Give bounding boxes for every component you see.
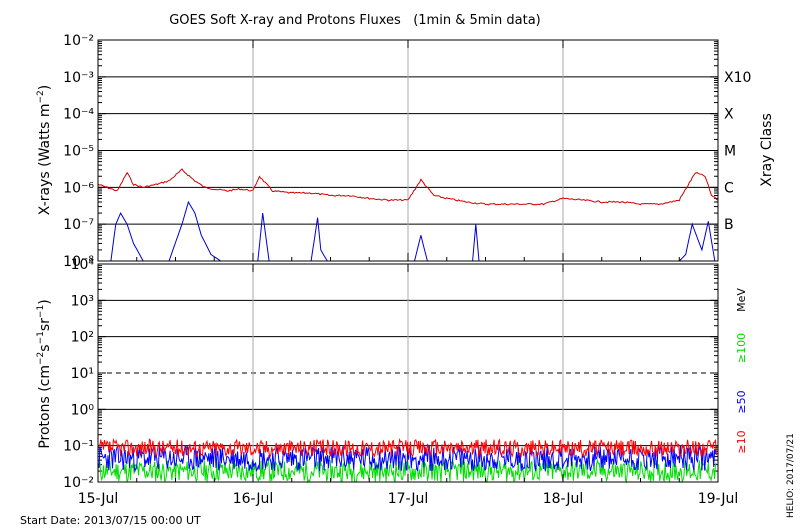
xray-y-tick-label: 10⁻²	[63, 33, 94, 49]
proton-y-tick-label: 10¹	[71, 366, 94, 382]
proton-y-tick-label: 10³	[71, 293, 94, 309]
xray-day-lines	[252, 40, 564, 261]
xray-y-tick-labels: 10⁻⁸ 10⁻⁷ 10⁻⁶ 10⁻⁵ 10⁻⁴ 10⁻³ 10⁻²	[63, 33, 94, 270]
legend-50mev: ≥50	[735, 390, 748, 413]
xray-long-series	[97, 168, 719, 206]
xray-panel: 10⁻⁸ 10⁻⁷ 10⁻⁶ 10⁻⁵ 10⁻⁴ 10⁻³ 10⁻² X10 X M C B X-r…	[36, 33, 775, 270]
proton-y-tick-label: 10²	[71, 330, 94, 346]
xray-class-labels: X10 X M C B	[724, 70, 751, 233]
x-tick-label: 17-Jul	[388, 491, 429, 507]
x-tick-labels: 15-Jul 16-Jul 17-Jul 18-Jul 19-Jul	[78, 40, 739, 507]
legend-unit: MeV	[735, 288, 748, 312]
xray-class-axis-label: Xray Class	[759, 113, 775, 187]
proton-100mev-series	[98, 458, 717, 484]
xray-class-label: X10	[724, 70, 751, 86]
xray-class-label: C	[724, 180, 734, 196]
proton-y-tick-label: 10⁴	[71, 257, 95, 273]
x-tick-label: 19-Jul	[698, 491, 739, 507]
xray-y-tick-label: 10⁻⁴	[63, 107, 94, 123]
xray-y-tick-label: 10⁻⁶	[63, 180, 94, 196]
xray-axis-label: X-rays (Watts m−2)	[36, 85, 53, 215]
x-tick-label: 15-Jul	[78, 491, 119, 507]
xray-class-label: B	[724, 217, 734, 233]
proton-y-tick-label: 10⁻¹	[63, 439, 94, 455]
proton-energy-legend: MeV ≥100 ≥50 ≥10	[735, 288, 748, 454]
xray-short-series	[98, 200, 716, 262]
proton-axis-label: Protons (cm−2s−1sr−1)	[36, 299, 53, 448]
xray-y-tick-label: 10⁻⁸	[63, 254, 94, 270]
x-tick-label: 16-Jul	[233, 491, 274, 507]
start-date-label: Start Date: 2013/07/15 00:00 UT	[20, 514, 201, 527]
x-tick-label: 18-Jul	[543, 491, 584, 507]
xray-y-tick-label: 10⁻⁵	[63, 144, 94, 160]
xray-y-tick-label: 10⁻³	[63, 70, 94, 86]
proton-panel: 10⁻² 10⁻¹ 10⁰ 10¹ 10² 10³ 10⁴ Protons (cm−2s−1…	[36, 257, 748, 491]
proton-y-tick-label: 10⁻²	[63, 475, 94, 491]
legend-100mev: ≥100	[735, 333, 748, 363]
xray-class-label: X	[724, 107, 734, 123]
xray-class-label: M	[724, 144, 736, 160]
helio-credit: HELIO: 2017/07/21	[786, 433, 796, 518]
xray-y-tick-label: 10⁻⁷	[63, 217, 94, 233]
proton-y-tick-label: 10⁰	[71, 402, 95, 418]
legend-10mev: ≥10	[735, 430, 748, 453]
proton-y-tick-labels: 10⁻² 10⁻¹ 10⁰ 10¹ 10² 10³ 10⁴	[63, 257, 94, 491]
chart-title: GOES Soft X-ray and Protons Fluxes (1min…	[169, 13, 541, 28]
proton-10mev-series	[98, 437, 717, 459]
